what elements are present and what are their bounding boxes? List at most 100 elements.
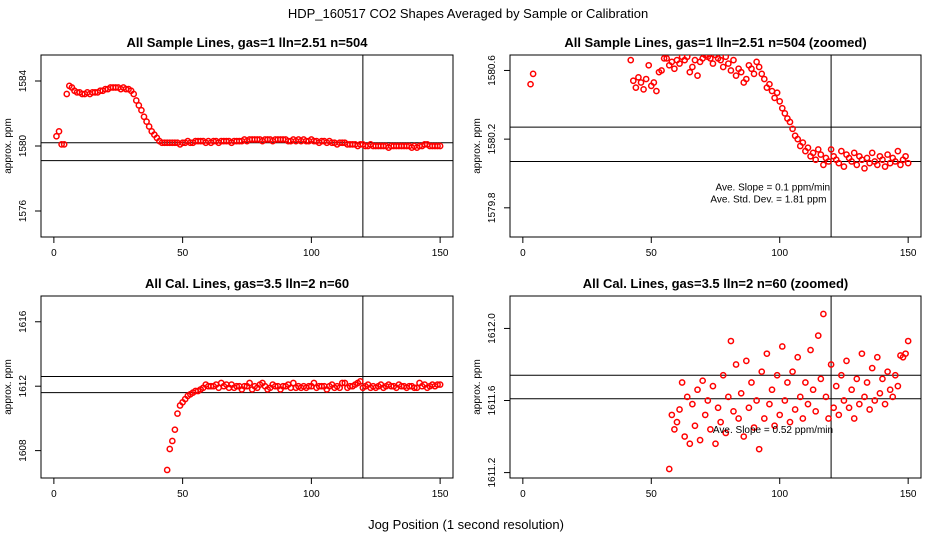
data-point	[658, 67, 665, 74]
data-point	[436, 381, 444, 388]
data-point	[145, 123, 153, 130]
y-tick-label: 1584	[18, 69, 29, 92]
chart-panel-cal: All Cal. Lines, gas=3.5 lln=2 n=60 0 50 100…	[3, 276, 454, 500]
y-axis-label: approx. ppm	[472, 118, 483, 174]
y-tick-label: 1611.6	[487, 385, 498, 415]
data-point	[802, 379, 809, 386]
data-point	[730, 56, 737, 64]
y-tick-label: 1611.2	[487, 457, 498, 487]
data-point	[848, 386, 855, 394]
data-point	[786, 118, 794, 126]
data-point	[866, 406, 873, 413]
data-point	[861, 393, 868, 401]
panels-group: All Sample Lines, gas=1 lln=2.51 n=504 0 5…	[3, 35, 922, 500]
plot-frame	[509, 295, 922, 479]
data-point	[863, 379, 871, 386]
x-tick-label: 50	[177, 248, 189, 259]
data-point	[694, 72, 701, 79]
data-point	[789, 125, 796, 133]
data-point	[758, 70, 766, 78]
data-point	[174, 410, 181, 417]
data-point	[835, 159, 843, 167]
data-point	[717, 418, 724, 426]
data-point	[773, 371, 781, 379]
data-point	[163, 466, 171, 474]
data-point	[904, 337, 912, 345]
data-point	[714, 404, 722, 412]
data-point	[904, 159, 912, 167]
data-point	[629, 77, 637, 85]
data-point	[781, 110, 789, 117]
data-point	[827, 361, 835, 368]
data-point	[838, 147, 845, 155]
y-tick-label: 1616	[18, 310, 29, 333]
data-point	[305, 382, 313, 390]
data-point	[166, 445, 174, 453]
data-point	[881, 400, 889, 408]
x-tick-label: 0	[51, 489, 57, 500]
data-point	[804, 400, 812, 408]
data-point	[871, 397, 879, 404]
data-point	[732, 72, 740, 79]
data-point	[701, 411, 709, 419]
data-point	[776, 411, 784, 419]
data-point	[814, 332, 822, 339]
data-point	[737, 68, 745, 76]
x-tick-label: 0	[520, 489, 526, 500]
x-tick-label: 150	[432, 248, 449, 259]
y-axis-label: approx. ppm	[3, 118, 14, 174]
data-point	[637, 79, 645, 86]
panel-title: All Sample Lines, gas=1 lln=2.51 n=504	[127, 35, 369, 50]
data-point	[627, 56, 635, 64]
data-point	[856, 400, 863, 408]
data-point	[891, 158, 899, 165]
data-point	[742, 357, 750, 365]
data-point	[791, 406, 799, 413]
data-point	[876, 389, 884, 397]
data-point	[707, 425, 714, 433]
data-point	[812, 156, 820, 164]
y-tick-label: 1612	[18, 375, 29, 398]
data-point	[894, 382, 902, 390]
data-point	[735, 415, 742, 422]
data-point	[873, 353, 881, 361]
data-point	[766, 80, 773, 88]
data-point	[673, 418, 681, 426]
data-point	[290, 379, 297, 387]
data-point	[727, 67, 735, 74]
data-point	[817, 151, 825, 158]
data-point	[665, 465, 673, 473]
data-point	[879, 156, 886, 164]
data-point	[696, 436, 704, 444]
figure-title: HDP_160517 CO2 Shapes Averaged by Sample…	[288, 6, 648, 21]
data-point	[830, 404, 838, 412]
data-point	[868, 149, 876, 157]
data-point	[719, 371, 727, 379]
data-point	[825, 415, 832, 422]
data-point	[809, 386, 817, 394]
data-point	[686, 440, 694, 448]
figure-xlabel: Jog Position (1 second resolution)	[368, 517, 564, 532]
data-point	[768, 386, 776, 394]
x-tick-label: 150	[900, 489, 917, 500]
y-tick-label: 1579.8	[487, 192, 498, 223]
data-point	[897, 161, 904, 169]
data-point	[434, 381, 441, 388]
data-point	[799, 415, 807, 422]
data-point	[676, 406, 683, 413]
data-point	[868, 364, 876, 372]
data-point	[668, 411, 676, 419]
data-point	[707, 55, 714, 62]
data-point	[853, 375, 861, 383]
panel-title: All Sample Lines, gas=1 lln=2.51 n=504 (…	[564, 35, 866, 50]
data-point	[130, 90, 138, 98]
data-point	[681, 433, 689, 440]
data-point	[771, 422, 778, 430]
data-point	[676, 60, 683, 67]
data-point	[635, 73, 642, 81]
panel-annotation: Ave. Slope = 0.52 ppm/min	[713, 425, 833, 436]
data-point	[683, 55, 691, 61]
data-point	[671, 425, 678, 433]
data-point	[689, 63, 696, 71]
